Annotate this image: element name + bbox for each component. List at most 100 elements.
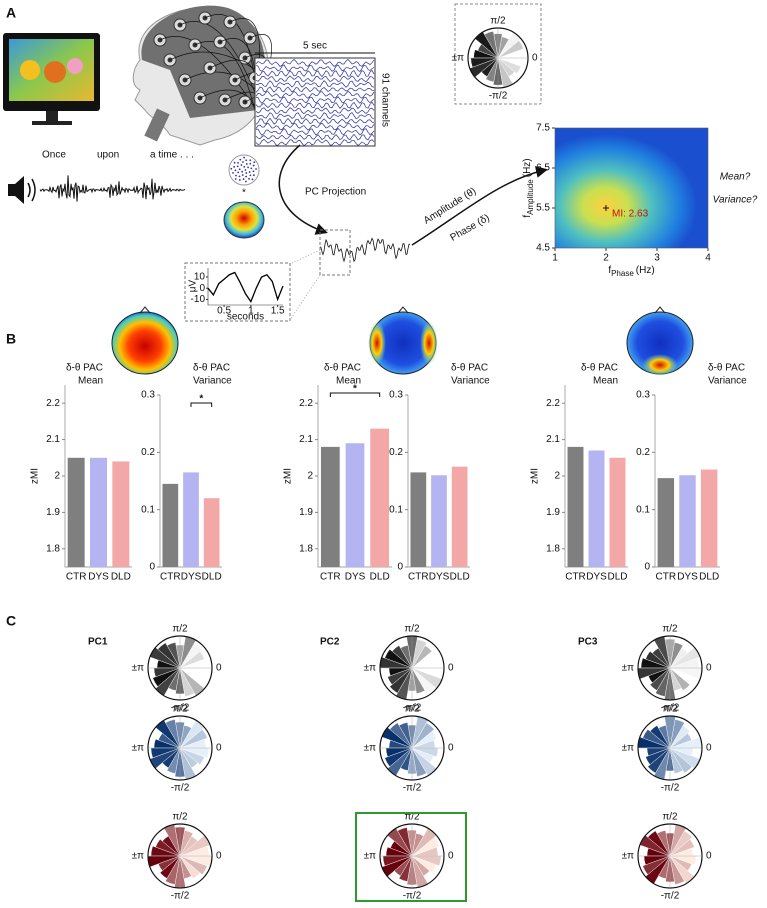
y-tick-label: 1.8 (299, 543, 313, 554)
significance-star: * (199, 394, 203, 405)
y-axis-label: zMI (283, 468, 294, 484)
panel-label: B (6, 331, 16, 347)
electrode-dot (252, 170, 255, 173)
electrode-dot (237, 161, 239, 164)
y-tick-label: 2 (307, 471, 313, 482)
rose-label: ±π (364, 743, 376, 754)
rose-axes (380, 824, 444, 888)
bar (609, 457, 626, 567)
heatmap-frame (554, 127, 709, 249)
rose-label: 0 (448, 743, 454, 754)
rose-label: π/2 (172, 704, 188, 715)
electrode-dot (238, 168, 241, 171)
topography-hotspot (420, 321, 438, 365)
y-tick-label: 7.5 (536, 123, 550, 134)
axis-label: fAmplitude (Hz) (522, 158, 535, 217)
story-word: a time . . . (150, 150, 194, 161)
topography-hotspot (642, 354, 678, 376)
electrode-dot (249, 159, 252, 162)
axes (64, 385, 132, 568)
x-tick-label: 3 (654, 253, 660, 264)
x-tick-label: 1 (248, 306, 254, 317)
electrode-dot (247, 166, 249, 169)
audio-waveform (39, 175, 186, 202)
electrode-dot (248, 177, 250, 180)
x-tick-label: DLD (450, 572, 470, 583)
y-tick-label: 0 (149, 562, 155, 573)
rose-axes (148, 716, 212, 780)
electrode-dot (245, 172, 248, 174)
eeg-trace (255, 86, 375, 93)
rose-label: -π/2 (403, 783, 422, 794)
time-scale-label: 5 sec (303, 41, 327, 52)
eeg-traces (255, 59, 375, 147)
rose-label: 0 (706, 663, 712, 674)
rose-label: ±π (132, 851, 144, 862)
significance-bracket (190, 402, 213, 407)
rose-label: ±π (622, 743, 634, 754)
bar (431, 475, 447, 567)
electrode-dot (255, 168, 257, 170)
significance-star: * (353, 384, 357, 395)
electrode-dot (244, 169, 247, 171)
eeg-trace (255, 101, 375, 110)
rose-label: 0 (706, 743, 712, 754)
y-tick-label: 0.2 (141, 447, 155, 458)
x-tick-label: CTR (408, 572, 429, 583)
column-header: Variance (708, 376, 747, 387)
bar (451, 466, 468, 567)
rose-label: π/2 (404, 624, 420, 635)
y-tick-label: 0.2 (636, 447, 650, 458)
speaker-icon (8, 176, 36, 204)
rose-axes (638, 824, 702, 888)
electrode-dot (249, 174, 252, 177)
eeg-trace (255, 138, 375, 147)
electrode-dot (242, 161, 244, 163)
column-header: Mean (336, 376, 361, 387)
wire (199, 89, 257, 109)
y-tick-label: 0.3 (141, 390, 155, 401)
mi-annotation: MI: 2.63 (612, 209, 649, 220)
y-tick-label: 2.1 (46, 434, 60, 445)
x-tick-label: 2 (603, 253, 609, 264)
rose-label: -π/2 (403, 891, 422, 902)
y-tick-label: 0.2 (389, 447, 403, 458)
y-tick-label: 1.8 (546, 543, 560, 554)
channel-label: 91 channels (379, 73, 390, 127)
rose-label: ±π (364, 663, 376, 674)
electrode-dot (251, 178, 254, 181)
bar (90, 457, 107, 567)
eeg-head-illustration (132, 5, 276, 146)
bar (203, 498, 220, 567)
electrode-dot (250, 167, 253, 170)
x-tick-label: CTR (320, 572, 341, 583)
electrode-dot (233, 165, 236, 168)
axis-unit: (Hz) (636, 265, 655, 276)
rose-label: π/2 (662, 812, 678, 823)
y-axis-label: μV (188, 279, 199, 292)
electrode-layout (228, 154, 260, 186)
electrode-dot (240, 164, 243, 166)
y-tick-label: 1.9 (546, 507, 560, 518)
electrode-dot (241, 170, 244, 173)
rose-label: 0 (706, 851, 712, 862)
significance-bracket (329, 392, 381, 397)
topography-nose (654, 306, 666, 314)
wire (184, 71, 257, 91)
electrode-dot (239, 158, 242, 161)
column-header: δ-θ PAC (581, 363, 618, 374)
bar (700, 469, 718, 567)
x-tick-label: DYS (429, 572, 450, 583)
rose-label: π/2 (172, 812, 188, 823)
rose-label: -π/2 (661, 783, 680, 794)
rose-label: -π/2 (171, 703, 190, 714)
x-tick-label: DLD (607, 572, 627, 583)
panel-label: A (6, 5, 16, 21)
y-tick-label: 2 (54, 471, 60, 482)
panel-label: C (6, 613, 16, 629)
bar (370, 428, 390, 567)
eeg-trace (255, 127, 375, 136)
axes (564, 385, 628, 568)
topography-nose (397, 306, 409, 314)
